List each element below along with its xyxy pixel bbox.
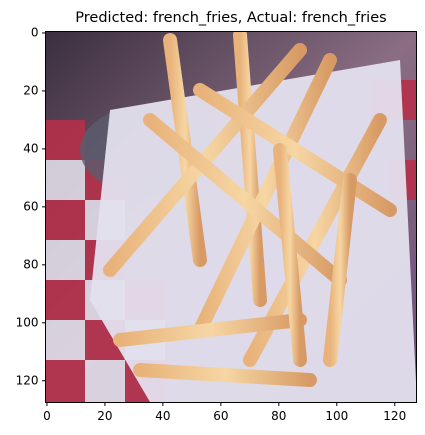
y-tick-label: 120 xyxy=(16,373,39,387)
x-tick-label: 40 xyxy=(155,409,170,423)
y-tick-label: 100 xyxy=(16,315,39,329)
y-tick-label: 20 xyxy=(23,83,38,97)
y-tick-label: 0 xyxy=(31,25,39,39)
x-tick-label: 0 xyxy=(43,409,51,423)
y-tick-label: 80 xyxy=(23,257,38,271)
chart-title: Predicted: french_fries, Actual: french_… xyxy=(75,10,386,26)
x-tick-label: 120 xyxy=(383,409,406,423)
x-tick-label: 20 xyxy=(97,409,112,423)
image xyxy=(45,31,417,403)
y-tick-label: 60 xyxy=(23,199,38,213)
x-tick-label: 80 xyxy=(271,409,286,423)
y-tick-label: 40 xyxy=(23,141,38,155)
x-tick-label: 60 xyxy=(213,409,228,423)
x-tick-label: 100 xyxy=(325,409,348,423)
axes-frame xyxy=(45,31,417,403)
